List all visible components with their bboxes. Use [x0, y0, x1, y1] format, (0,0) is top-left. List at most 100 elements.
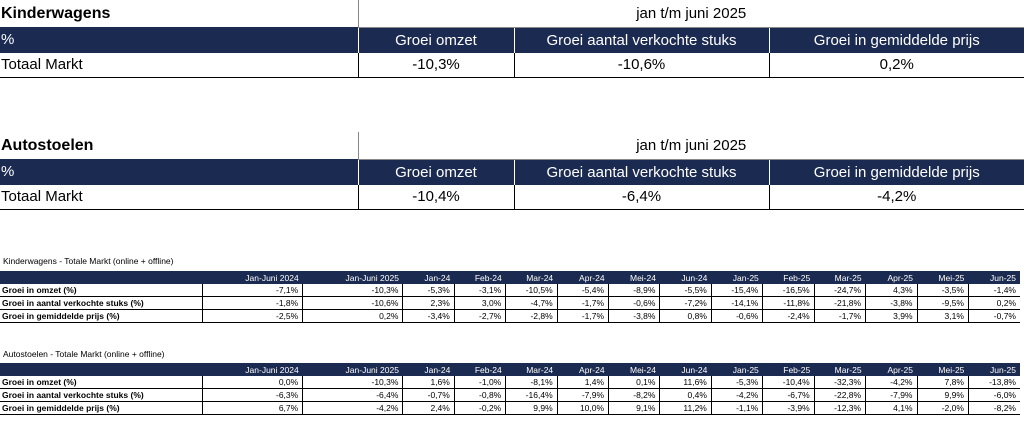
table-cell: -10,6% [302, 296, 403, 310]
table-cell: 3,0% [453, 296, 506, 310]
column-header: Mar-25 [814, 363, 866, 376]
detail-autostoelen-table: Jan-Juni 2024 Jan-Juni 2025 Jan-24 Feb-24 Ma… [0, 363, 1020, 415]
table-cell: -11,8% [762, 296, 815, 310]
header-percent: % [0, 159, 358, 185]
table-cell: 4,3% [865, 284, 917, 297]
table-cell: 3,9% [865, 309, 917, 323]
table-cell: 1,6% [402, 376, 455, 389]
table-cell: -1,8% [201, 296, 303, 310]
value-groei-omzet: -10,3% [357, 52, 514, 78]
table-cell: 0,2% [967, 296, 1020, 310]
table-row: Groei in omzet (%) 0,0% -10,3% 1,6% -1,0% -8,… [0, 376, 1020, 389]
table-cell: 2,3% [402, 296, 455, 310]
table-cell: 2,4% [402, 401, 455, 415]
table-cell: 9,9% [916, 388, 969, 402]
table-cell: -3,4% [402, 309, 455, 323]
table-row: Groei in aantal verkochte stuks (%) -6,3%… [0, 388, 1020, 402]
table-cell: 11,6% [659, 376, 712, 389]
table-cell: -7,9% [865, 388, 917, 402]
table-cell: 0,2% [302, 309, 403, 323]
detail-header-row: Jan-Juni 2024 Jan-Juni 2025 Jan-24 Feb-24 Ma… [0, 363, 1020, 376]
table-cell: -0,6% [710, 309, 763, 323]
kinderwagens-summary-table: Kinderwagens jan t/m juni 2025 % Groei o… [0, 0, 1024, 78]
table-row: Groei in aantal verkochte stuks (%) -1,8%… [0, 296, 1020, 310]
column-header: Jan-Juni 2024 [202, 363, 303, 376]
autostoelen-header-row: % Groei omzet Groei aantal verkochte stu… [0, 159, 1024, 185]
column-header: Jun-24 [659, 363, 712, 376]
table-cell: -3,1% [453, 284, 506, 297]
column-header: Mei-25 [917, 271, 969, 284]
table-cell: -2,5% [201, 309, 303, 323]
table-cell: -9,5% [916, 296, 969, 310]
table-cell: -8,2% [967, 401, 1020, 415]
autostoelen-summary-table: Autostoelen jan t/m juni 2025 % Groei om… [0, 132, 1024, 210]
table-cell: -4,2% [302, 401, 403, 415]
column-header: Jan-Juni 2025 [302, 271, 403, 284]
row-label: Groei in gemiddelde prijs (%) [0, 309, 203, 323]
table-cell: -1,1% [710, 401, 763, 415]
column-header: Jun-24 [659, 271, 712, 284]
header-groei-prijs: Groei in gemiddelde prijs [768, 27, 1024, 53]
column-header: Mei-25 [917, 363, 969, 376]
header-blank-cell [0, 363, 203, 376]
table-cell: -16,5% [762, 284, 815, 297]
table-cell: -8,2% [608, 388, 660, 402]
kinderwagens-header-row: % Groei omzet Groei aantal verkochte stu… [0, 27, 1024, 53]
table-cell: 0,0% [201, 376, 303, 389]
kinderwagens-total-row: Totaal Markt -10,3% -10,6% 0,2% [0, 52, 1024, 78]
column-header: Apr-25 [865, 271, 917, 284]
column-header: Jun-25 [968, 271, 1020, 284]
table-cell: 3,1% [916, 309, 969, 323]
table-cell: -1,7% [813, 309, 866, 323]
table-cell: -32,3% [813, 376, 866, 389]
column-header: Mar-24 [505, 363, 558, 376]
column-header: Mar-24 [505, 271, 558, 284]
header-groei-prijs: Groei in gemiddelde prijs [768, 159, 1024, 185]
table-cell: -21,8% [813, 296, 866, 310]
table-cell: -0,6% [608, 296, 660, 310]
column-header: Apr-24 [557, 363, 609, 376]
detail-autostoelen-caption: Autostoelen - Totale Markt (online + off… [3, 349, 165, 359]
column-header: Apr-24 [557, 271, 609, 284]
autostoelen-total-row: Totaal Markt -10,4% -6,4% -4,2% [0, 184, 1024, 210]
table-cell: -13,8% [967, 376, 1020, 389]
value-groei-aantal: -10,6% [513, 52, 769, 78]
header-groei-aantal: Groei aantal verkochte stuks [513, 159, 769, 185]
table-row: Groei in omzet (%) -7,1% -10,3% -5,3% -3,1% -… [0, 284, 1020, 297]
header-percent: % [0, 27, 358, 53]
column-header: Jun-25 [968, 363, 1020, 376]
value-groei-prijs: 0,2% [768, 52, 1024, 78]
table-cell: -10,4% [762, 376, 815, 389]
column-header: Jan-Juni 2024 [202, 271, 303, 284]
table-cell: 9,9% [505, 401, 558, 415]
table-cell: -0,2% [453, 401, 506, 415]
table-cell: -2,4% [762, 309, 815, 323]
table-cell: -10,3% [302, 376, 403, 389]
header-groei-omzet: Groei omzet [357, 27, 514, 53]
detail-kinderwagens-table: Jan-Juni 2024 Jan-Juni 2025 Jan-24 Feb-24 Ma… [0, 271, 1020, 323]
row-label: Groei in gemiddelde prijs (%) [0, 401, 203, 415]
table-cell: -6,0% [967, 388, 1020, 402]
table-cell: -1,4% [967, 284, 1020, 297]
column-header: Feb-24 [454, 271, 506, 284]
table-cell: -1,7% [556, 296, 609, 310]
table-cell: -3,5% [916, 284, 969, 297]
table-cell: 0,4% [659, 388, 712, 402]
value-groei-aantal: -6,4% [513, 184, 769, 210]
table-cell: -7,2% [659, 296, 712, 310]
table-cell: -15,4% [710, 284, 763, 297]
table-cell: -2,0% [916, 401, 969, 415]
table-cell: -5,3% [402, 284, 455, 297]
column-header: Feb-24 [454, 363, 506, 376]
autostoelen-period: jan t/m juni 2025 [357, 132, 1024, 160]
header-groei-aantal: Groei aantal verkochte stuks [513, 27, 769, 53]
column-header: Jan-24 [402, 271, 455, 284]
row-label: Totaal Markt [0, 52, 358, 78]
table-cell: -14,1% [710, 296, 763, 310]
kinderwagens-title: Kinderwagens [1, 4, 111, 22]
table-cell: -4,2% [710, 388, 763, 402]
row-label: Groei in aantal verkochte stuks (%) [0, 296, 203, 310]
table-cell: -8,1% [505, 376, 558, 389]
table-cell: -4,7% [505, 296, 558, 310]
row-label: Groei in aantal verkochte stuks (%) [0, 388, 203, 402]
